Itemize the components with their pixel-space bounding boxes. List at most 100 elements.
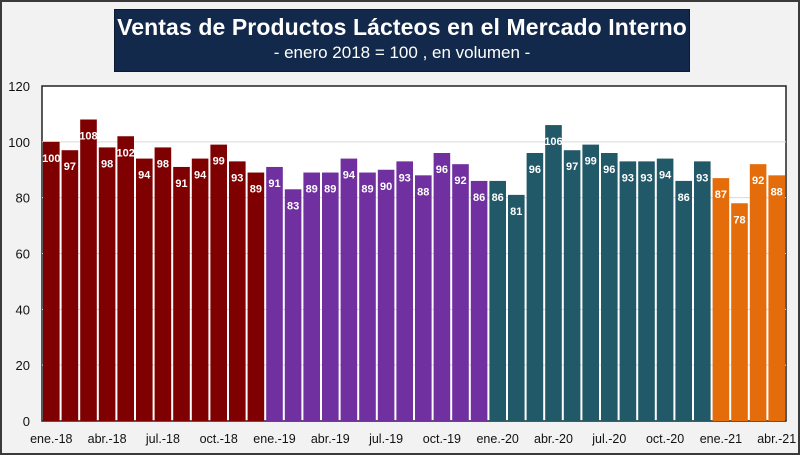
x-tick-label: oct.-18	[200, 432, 238, 446]
data-label: 86	[678, 192, 690, 204]
y-tick-label: 120	[8, 79, 30, 94]
chart-title: Ventas de Productos Lácteos en el Mercad…	[117, 14, 687, 40]
bar	[526, 153, 544, 421]
data-label: 89	[306, 184, 318, 196]
bar	[154, 147, 172, 421]
bar	[247, 172, 265, 421]
data-label: 91	[175, 178, 187, 190]
data-label: 97	[566, 161, 578, 173]
data-label: 99	[213, 156, 225, 168]
data-label: 94	[343, 170, 356, 182]
y-tick-label: 20	[16, 358, 30, 373]
title-box: Ventas de Productos Lácteos en el Mercad…	[114, 9, 690, 72]
bar	[452, 164, 469, 421]
data-label: 98	[101, 158, 113, 170]
bar	[656, 158, 674, 422]
x-tick-label: jul.-20	[591, 432, 626, 446]
data-label: 88	[771, 186, 783, 198]
data-label: 99	[585, 156, 597, 168]
y-tick-label: 80	[16, 191, 30, 206]
x-tick-label: abr.-19	[311, 432, 350, 446]
bars	[43, 119, 785, 422]
bar	[433, 153, 451, 421]
bar	[377, 169, 395, 421]
data-label: 93	[640, 172, 652, 184]
bar	[582, 144, 599, 421]
data-label: 78	[733, 214, 745, 226]
data-label: 90	[380, 181, 392, 193]
bar	[229, 161, 246, 421]
data-label: 89	[250, 184, 262, 196]
data-label: 93	[696, 172, 708, 184]
y-tick-label: 0	[23, 414, 30, 429]
bar	[173, 166, 190, 421]
x-axis: ene.-18 abr.-18 jul.-18 oct.-18 ene.-19 abr.-…	[30, 432, 796, 446]
y-axis: 0 20 40 60 80 100 120	[8, 79, 30, 429]
bar	[712, 178, 730, 421]
bar	[136, 158, 153, 422]
bar	[43, 141, 60, 422]
bar	[675, 180, 692, 421]
bar	[80, 119, 97, 421]
y-tick-label: 100	[8, 135, 30, 150]
data-label: 94	[138, 170, 151, 182]
data-label: 89	[324, 184, 336, 196]
bar	[768, 175, 785, 421]
data-label: 94	[194, 170, 207, 182]
data-label: 93	[399, 172, 411, 184]
x-tick-label: jul.-19	[368, 432, 403, 446]
bar	[545, 125, 562, 421]
bar	[340, 158, 358, 422]
data-label: 86	[473, 192, 485, 204]
bar	[749, 164, 767, 421]
data-label: 98	[157, 158, 169, 170]
data-label: 100	[42, 153, 60, 165]
x-tick-label: oct.-20	[646, 432, 684, 446]
bar	[359, 172, 376, 421]
x-tick-label: ene.-20	[476, 432, 518, 446]
y-tick-label: 60	[16, 247, 30, 262]
bar	[266, 166, 283, 421]
bar	[415, 175, 432, 421]
data-label: 88	[417, 186, 429, 198]
x-tick-label: abr.-18	[88, 432, 127, 446]
x-tick-label: abr.-20	[534, 432, 573, 446]
data-label: 96	[436, 164, 448, 176]
data-label: 91	[268, 178, 280, 190]
x-tick-label: jul.-18	[145, 432, 180, 446]
data-label: 93	[622, 172, 634, 184]
data-label: 97	[64, 161, 76, 173]
bar	[470, 180, 488, 421]
x-tick-label: ene.-18	[30, 432, 72, 446]
chart-subtitle: - enero 2018 = 100 , en volumen -	[273, 43, 531, 62]
data-label: 86	[492, 192, 504, 204]
bar	[563, 150, 581, 422]
bar	[322, 172, 339, 421]
x-tick-label: ene.-19	[253, 432, 295, 446]
data-label: 83	[287, 200, 299, 212]
bar	[61, 150, 79, 422]
bar	[191, 158, 209, 422]
data-label: 108	[79, 131, 97, 143]
bar	[508, 194, 525, 421]
data-label: 102	[117, 147, 135, 159]
bar	[117, 136, 134, 421]
data-label: 87	[715, 189, 727, 201]
bar	[210, 144, 227, 421]
bar	[98, 147, 116, 421]
bar	[619, 161, 637, 421]
data-label: 89	[361, 184, 373, 196]
data-label: 106	[544, 136, 562, 148]
bar	[303, 172, 320, 421]
data-label: 94	[659, 170, 672, 182]
data-label: 93	[231, 172, 243, 184]
bar	[284, 189, 302, 421]
data-label: 92	[752, 175, 764, 187]
x-tick-label: oct.-19	[423, 432, 461, 446]
data-label: 96	[603, 164, 615, 176]
x-tick-label: abr.-21	[757, 432, 796, 446]
bar	[601, 153, 618, 421]
data-label: 81	[510, 206, 522, 218]
y-tick-label: 40	[16, 302, 30, 317]
